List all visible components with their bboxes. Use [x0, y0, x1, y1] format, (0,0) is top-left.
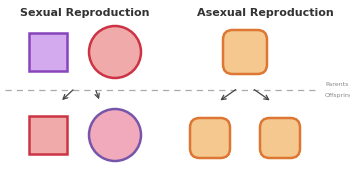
- FancyBboxPatch shape: [260, 118, 300, 158]
- Text: Sexual Reproduction: Sexual Reproduction: [20, 8, 150, 18]
- Circle shape: [89, 26, 141, 78]
- FancyBboxPatch shape: [223, 30, 267, 74]
- FancyBboxPatch shape: [190, 118, 230, 158]
- Bar: [29, 33, 67, 71]
- Bar: [29, 116, 67, 154]
- Circle shape: [89, 109, 141, 161]
- Text: Offspring: Offspring: [325, 93, 350, 98]
- Text: Asexual Reproduction: Asexual Reproduction: [197, 8, 333, 18]
- Text: Parents: Parents: [325, 82, 348, 87]
